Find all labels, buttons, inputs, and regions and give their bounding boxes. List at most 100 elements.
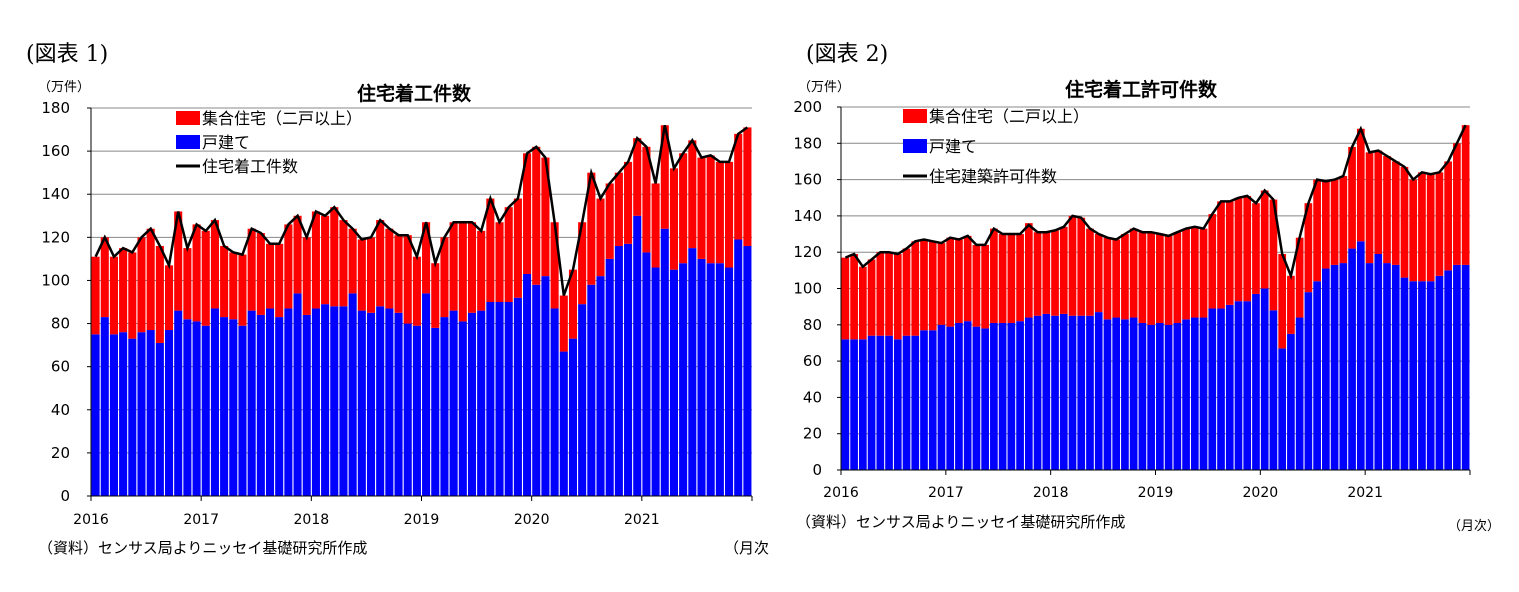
bar-single-family xyxy=(1225,304,1234,470)
bar-multi-family xyxy=(587,172,596,285)
bar-single-family xyxy=(568,338,578,496)
y-tick-label: 20 xyxy=(51,444,70,462)
bar-multi-family xyxy=(174,211,183,311)
bar-multi-family xyxy=(1287,275,1295,334)
bar-multi-family xyxy=(1190,226,1199,318)
y-tick-label: 160 xyxy=(793,171,822,189)
bar-multi-family xyxy=(1007,234,1016,323)
bar-single-family xyxy=(1278,348,1287,470)
x-tick-label: 2021 xyxy=(624,512,660,528)
chart-2-source-note: （資料）センサス局よりニッセイ基礎研究所作成 xyxy=(796,513,1126,531)
bar-multi-family xyxy=(449,222,458,311)
bar-single-family xyxy=(1138,322,1147,470)
bar-single-family xyxy=(1409,281,1418,470)
bar-multi-family xyxy=(1016,234,1024,322)
bar-multi-family xyxy=(412,256,421,326)
bar-multi-family xyxy=(376,220,385,307)
bar-multi-family xyxy=(523,153,532,274)
bar-single-family xyxy=(1103,319,1112,470)
bar-multi-family xyxy=(1051,230,1059,316)
y-tick-label: 40 xyxy=(51,401,70,419)
bar-multi-family xyxy=(201,230,210,326)
bar-multi-family xyxy=(867,259,876,336)
y-tick-label: 80 xyxy=(803,316,822,334)
bar-multi-family xyxy=(920,239,928,331)
bar-single-family xyxy=(1260,288,1269,470)
bar-multi-family xyxy=(339,220,348,307)
bar-single-family xyxy=(1435,275,1444,470)
bar-single-family xyxy=(550,308,559,496)
chart-2: 住宅着工許可件数 0 20 40 60 80 100 120 140 160 180 200 2016 2… xyxy=(793,78,1471,501)
x-tick-label: 2016 xyxy=(73,512,109,528)
bar-single-family xyxy=(1007,322,1016,470)
bar-single-family xyxy=(339,306,348,496)
bar-single-family xyxy=(330,306,339,496)
bar-multi-family xyxy=(1068,215,1077,316)
bar-single-family xyxy=(467,312,477,496)
bar-multi-family xyxy=(403,235,412,324)
bar-multi-family xyxy=(357,239,366,311)
bar-single-family xyxy=(911,335,920,470)
bar-multi-family xyxy=(330,207,339,307)
bar-multi-family xyxy=(1365,152,1374,264)
x-tick-label: 2019 xyxy=(1138,485,1174,501)
y-tick-label: 0 xyxy=(60,487,70,505)
bar-multi-family xyxy=(688,140,697,249)
bar-multi-family xyxy=(911,241,920,336)
bar-multi-family xyxy=(1103,237,1112,320)
chart-1-y-unit: （万件） xyxy=(38,80,91,95)
bar-multi-family xyxy=(192,224,201,322)
bar-multi-family xyxy=(1435,172,1444,276)
bar-multi-family xyxy=(893,254,902,340)
bar-single-family xyxy=(893,339,902,470)
bar-single-family xyxy=(1243,301,1252,470)
bar-multi-family xyxy=(146,228,155,331)
bar-single-family xyxy=(183,319,192,496)
bar-single-family xyxy=(100,317,109,496)
bar-multi-family xyxy=(1461,125,1470,265)
bar-single-family xyxy=(376,306,385,496)
bar-single-family xyxy=(998,322,1007,470)
bar-multi-family xyxy=(1295,237,1304,318)
bar-multi-family xyxy=(1147,232,1155,325)
bar-single-family xyxy=(119,332,128,496)
bar-single-family xyxy=(523,273,532,496)
bar-single-family xyxy=(1077,315,1086,470)
bar-multi-family xyxy=(1243,195,1252,302)
bar-multi-family xyxy=(605,183,614,259)
bar-single-family xyxy=(513,297,522,496)
bar-multi-family xyxy=(955,239,963,323)
bar-single-family xyxy=(743,245,752,496)
legend-swatch xyxy=(176,111,200,125)
bar-single-family xyxy=(1094,312,1103,470)
bar-multi-family xyxy=(1304,203,1313,293)
bar-multi-family xyxy=(1042,232,1051,314)
bar-multi-family xyxy=(1129,228,1138,318)
bar-multi-family xyxy=(275,243,284,318)
bar-single-family xyxy=(1356,241,1365,470)
bar-single-family xyxy=(541,276,550,496)
y-tick-label: 160 xyxy=(41,142,70,160)
bar-single-family xyxy=(284,308,293,496)
bar-multi-family xyxy=(1322,181,1330,269)
bar-single-family xyxy=(624,243,633,496)
bar-single-family xyxy=(449,310,458,496)
bar-single-family xyxy=(229,319,238,496)
bar-multi-family xyxy=(513,198,522,298)
chart-2-title: 住宅着工許可件数 xyxy=(1065,78,1218,101)
bar-multi-family xyxy=(348,228,357,294)
bar-single-family xyxy=(385,308,394,496)
bar-multi-family xyxy=(495,222,504,302)
bar-single-family xyxy=(495,302,504,496)
bar-single-family xyxy=(1252,293,1260,470)
bar-single-family xyxy=(946,326,955,470)
bar-single-family xyxy=(532,284,541,496)
bar-multi-family xyxy=(624,161,633,244)
bar-multi-family xyxy=(697,157,706,259)
bar-multi-family xyxy=(311,211,320,309)
y-tick-label: 80 xyxy=(51,315,70,333)
bar-single-family xyxy=(1348,248,1356,470)
bar-multi-family xyxy=(885,252,893,336)
bar-multi-family xyxy=(1094,234,1103,313)
bar-single-family xyxy=(293,293,302,496)
